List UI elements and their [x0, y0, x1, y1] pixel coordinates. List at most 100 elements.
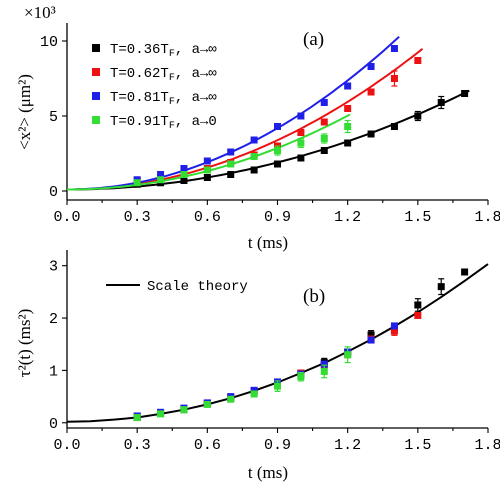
panel-a-series2-point [157, 171, 165, 178]
panel-b-series2-point [390, 322, 398, 330]
panel-a-series1-point [297, 129, 305, 136]
panel-b-data-points [133, 268, 469, 422]
panel-a-series0-point [180, 177, 188, 184]
panel-a-x-tick-label: 0.9 [264, 209, 291, 226]
panel-a-series2-point [344, 82, 352, 90]
panel-a-series2-point [227, 148, 235, 156]
panel-a-series1-point [344, 105, 352, 112]
panel-b-series3-point [180, 406, 188, 414]
panel-b-x-tick-label: 0.6 [194, 437, 221, 454]
panel-a-y-tick-label: 10 [40, 34, 58, 51]
panel-b-y-tick-label: 2 [49, 311, 58, 328]
panel-a-series2-point [390, 45, 398, 52]
panel-a-y-multiplier: ×10³ [24, 3, 56, 22]
panel-b-series3-point [157, 410, 165, 418]
panel-a-series3-point [203, 166, 211, 174]
panel-a-series0-point [297, 154, 305, 162]
panel-b-y-tick-label: 3 [49, 259, 58, 276]
panel-a-series0-point [437, 99, 445, 106]
panel-a-series1-point [390, 75, 398, 82]
panel-a-x-tick-label: 0.0 [53, 209, 80, 226]
panel-a-data-points [133, 45, 469, 188]
panel-b-scale-theory-curve [66, 263, 489, 423]
panel-a-series2-point [320, 99, 328, 106]
panel-a-series3-point [320, 135, 328, 142]
panel-b-x-tick-label: 0.0 [53, 437, 80, 454]
panel-a-series0-point [461, 90, 469, 97]
panel-b-series0-point [414, 301, 422, 309]
panel-a-series3-point [297, 139, 305, 147]
panel-b-axes: 0.0 0.3 0.6 0.9 1.2 1.5 1.8 0 1 2 3 [49, 250, 500, 454]
panel-a-series3-point [274, 147, 281, 154]
panel-b-label: (b) [303, 286, 325, 307]
panel-b-y-tick-label: 0 [49, 416, 58, 433]
panel-a-series0-point [227, 171, 235, 178]
panel-b-series3-point [344, 351, 352, 359]
legend-scale-theory-label: Scale theory [147, 279, 248, 295]
panel-a-series3-point [133, 179, 141, 187]
panel-b-legend: Scale theory [106, 279, 248, 295]
panel-b-x-tick-label: 1.5 [404, 437, 431, 454]
panel-a-series2-point [297, 112, 305, 120]
panel-b-series3-point [227, 395, 235, 403]
panel-a-series1-point [320, 118, 328, 126]
panel-b-x-axis-title: t (ms) [248, 463, 288, 482]
panel-a-series0-point [390, 123, 398, 130]
panel-a-series2-point [180, 165, 188, 172]
panel-b-series2-point [367, 336, 375, 344]
panel-b-series3-point [274, 382, 281, 390]
panel-b: (b) τ²(t) (ms²) t (ms) 0.0 0.3 0.6 0.9 1.2 1.… [15, 250, 500, 482]
panel-a-series2-point [274, 123, 281, 130]
panel-a-series2-point [250, 136, 258, 144]
panel-a-series3-point [180, 171, 188, 178]
panel-a-series0-point [344, 139, 352, 147]
panel-b-series3-point [297, 373, 305, 381]
panel-a-series3-point [250, 153, 258, 160]
panel-a-axes: 0.0 0.3 0.6 0.9 1.2 1.5 1.8 0 5 10 [40, 23, 500, 226]
panel-a-series3-point [157, 176, 165, 184]
legend-label-2: T=0.81TF, a→∞ [110, 90, 217, 108]
panel-a-x-tick-label: 1.8 [474, 209, 500, 226]
panel-a-legend: T=0.36TF, a→∞ T=0.62TF, a→∞ T=0.81TF, a→∞ T… [92, 42, 217, 132]
panel-a-y-axis-title: <x²> (μm²) [15, 74, 34, 150]
panel-b-series2-point [320, 360, 328, 368]
panel-a-x-tick-label: 0.6 [194, 209, 221, 226]
panel-a-series2-point [367, 63, 375, 70]
panel-a-series0-point [414, 112, 422, 120]
panel-a-y-tick-label: 0 [49, 184, 58, 201]
legend-marker-3 [92, 116, 100, 124]
legend-marker-2 [92, 92, 100, 100]
panel-b-series1-point [414, 311, 422, 319]
panel-b-x-tick-label: 0.3 [124, 437, 151, 454]
panel-b-series0-point [461, 268, 469, 276]
panel-a-series0-point [203, 174, 211, 181]
panel-b-series0-point [367, 331, 375, 339]
panel-a-x-axis-title: t (ms) [248, 233, 288, 252]
panel-a-x-tick-label: 0.3 [124, 209, 151, 226]
panel-a: (a) ×10³ <x²> (μm²) t (ms) 0.0 0.3 0.6 0.9 1… [15, 3, 500, 252]
panel-b-series3-point [250, 390, 258, 398]
legend-label-3: T=0.91TF, a→0 [110, 114, 217, 132]
panel-a-series1-point [367, 88, 375, 96]
panel-a-series0-point [274, 160, 281, 168]
panel-b-series2-point [250, 386, 258, 394]
panel-a-series0-point [320, 147, 328, 154]
legend-marker-0 [92, 44, 100, 52]
panel-b-series1-point [390, 327, 398, 335]
panel-a-series2-point [203, 157, 211, 165]
legend-marker-1 [92, 68, 100, 76]
legend-label-0: T=0.36TF, a→∞ [110, 42, 217, 60]
panel-b-theory-curve [66, 263, 489, 423]
panel-b-y-axis-title: τ²(t) (ms²) [15, 309, 34, 377]
panel-a-label: (a) [303, 29, 324, 50]
panel-a-series3-point [344, 123, 352, 130]
panel-a-series3-point [227, 160, 235, 168]
panel-a-y-tick-label: 5 [49, 109, 58, 126]
panel-b-series3-point [203, 400, 211, 408]
panel-a-series1-point [414, 57, 422, 64]
panel-a-series0-point [250, 166, 258, 174]
panel-b-series3-point [133, 414, 141, 422]
panel-a-x-tick-label: 1.2 [334, 209, 361, 226]
panel-a-x-tick-label: 1.5 [404, 209, 431, 226]
